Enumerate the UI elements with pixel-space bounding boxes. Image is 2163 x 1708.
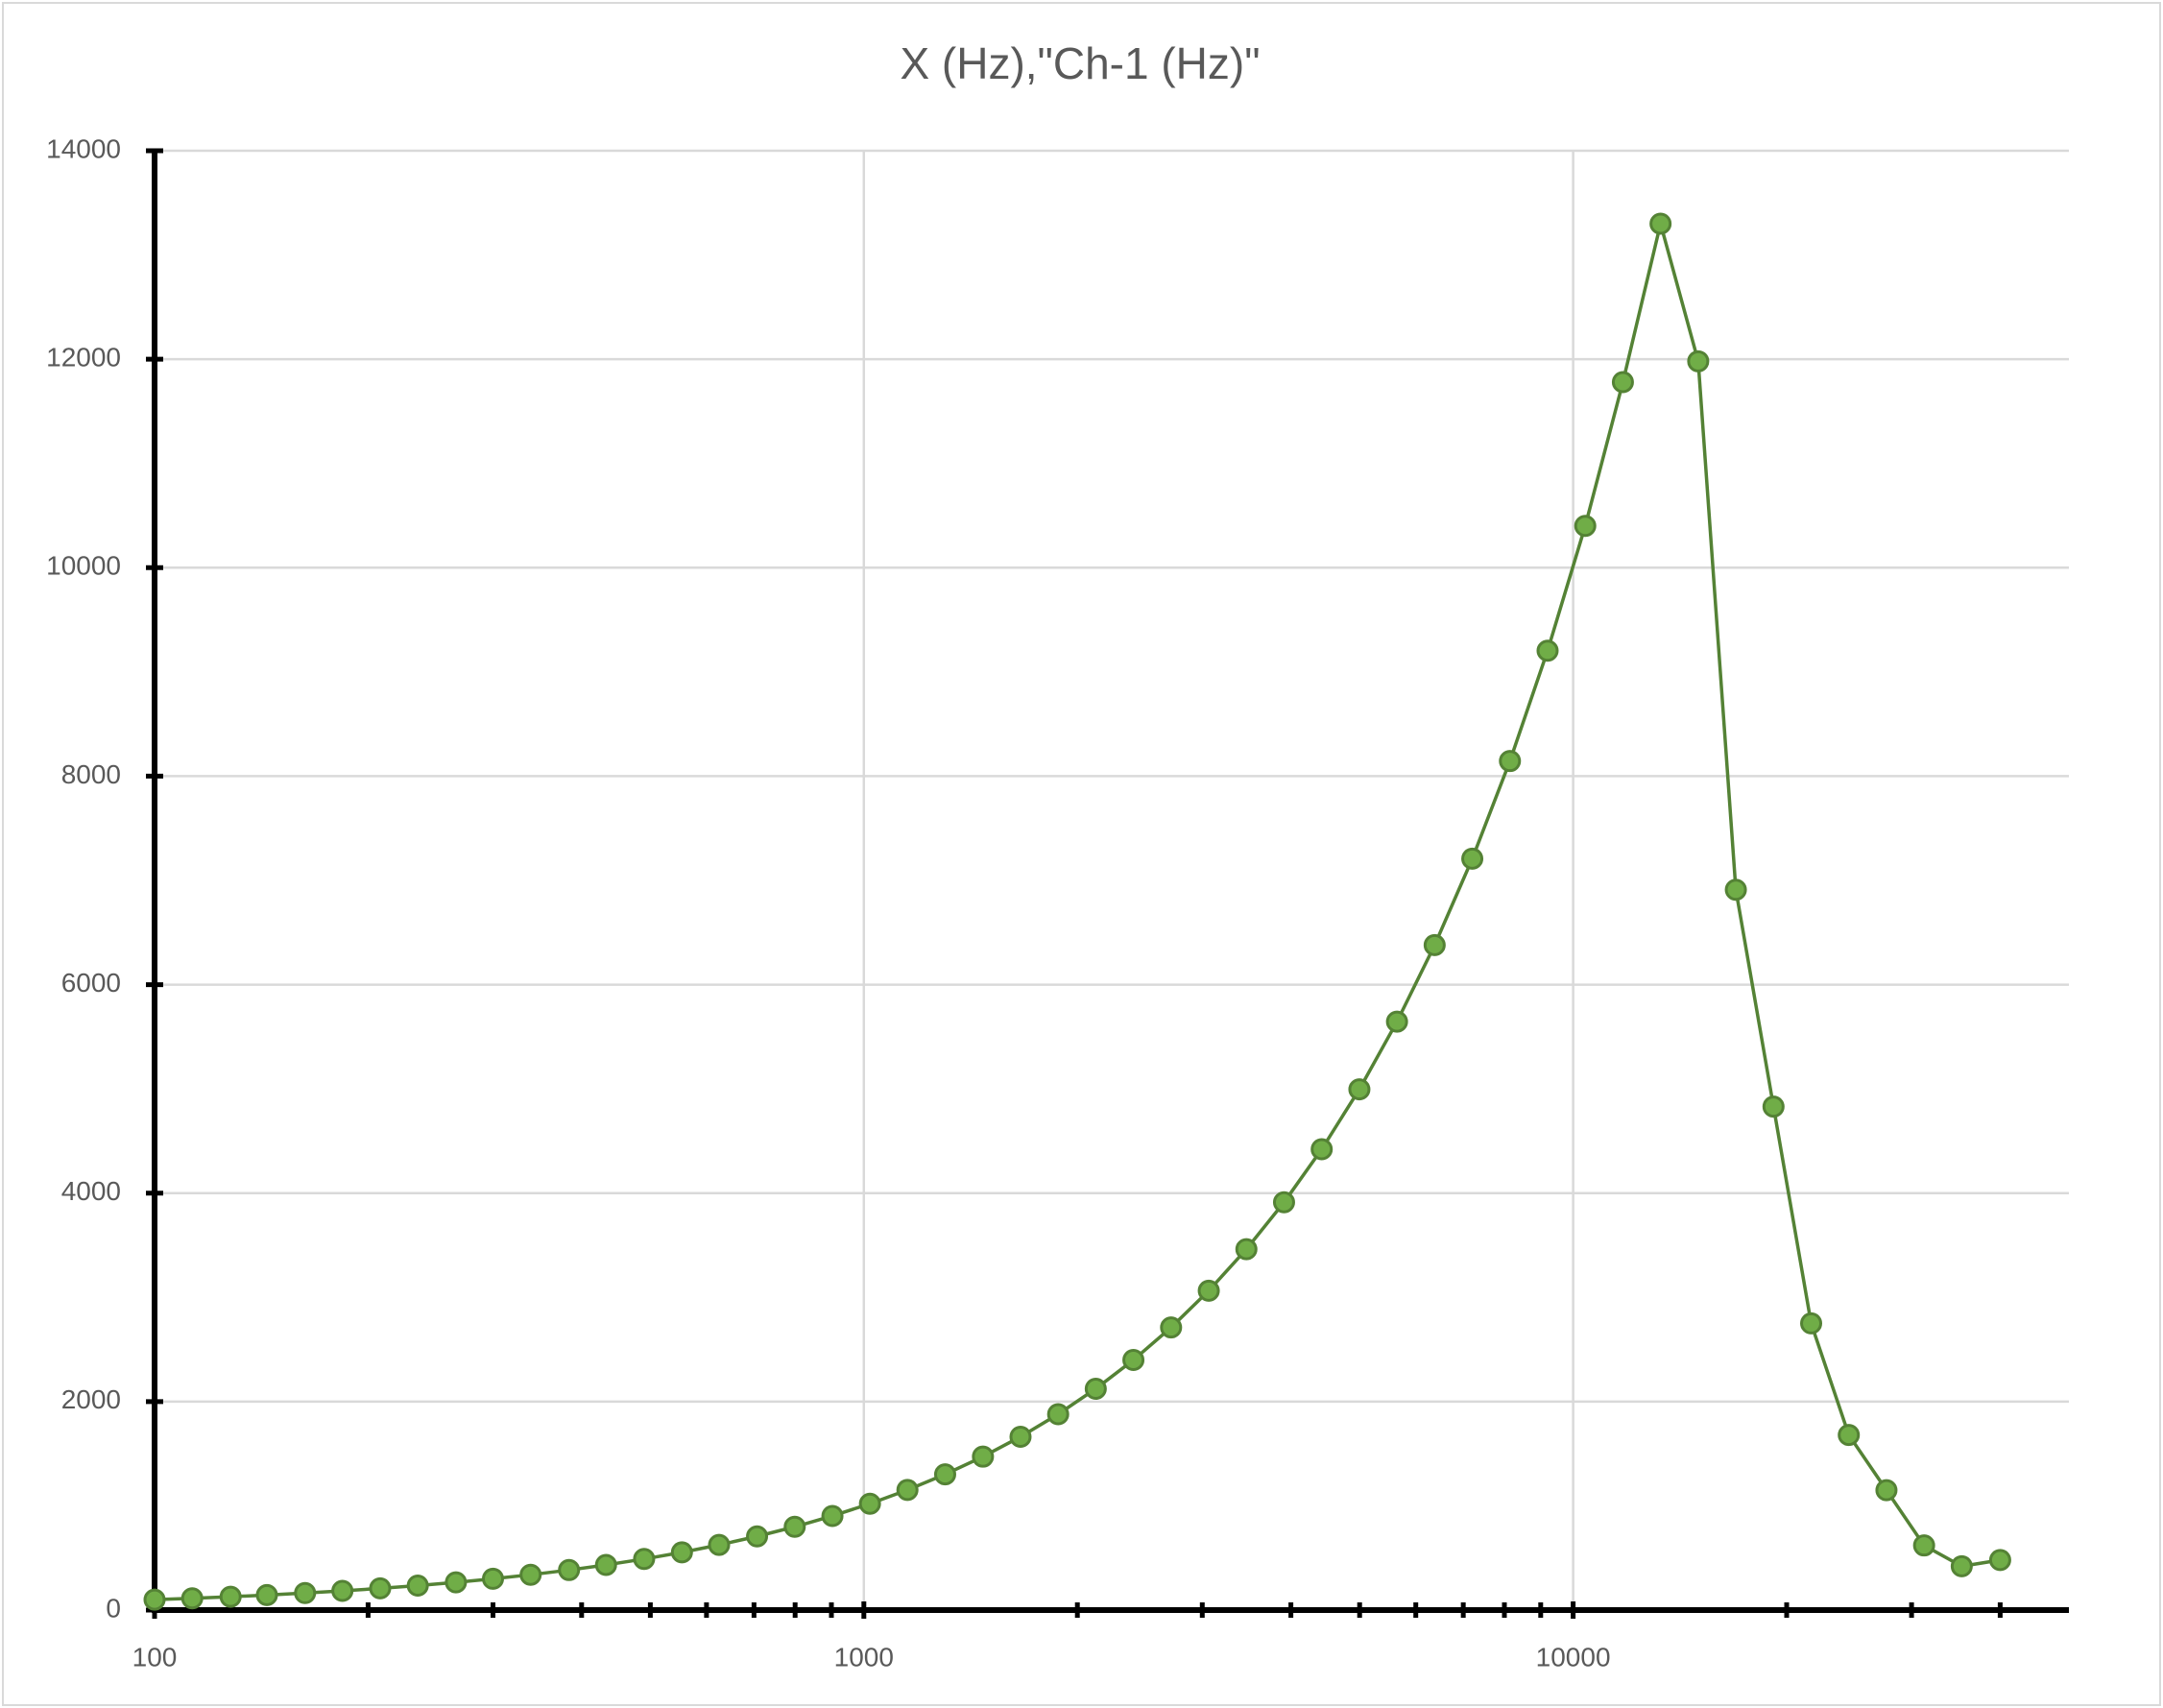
y-tick-label: 6000 (61, 968, 121, 998)
data-point (1235, 1238, 1258, 1261)
data-point (1988, 1549, 2011, 1572)
data-point (445, 1571, 468, 1594)
x-tick-label: 10000 (1536, 1642, 1611, 1672)
data-point (1461, 847, 1484, 870)
data-point (294, 1581, 317, 1604)
data-point (558, 1558, 581, 1581)
data-point (1499, 750, 1522, 773)
data-point (708, 1533, 731, 1556)
data-point (1574, 515, 1597, 538)
data-point (481, 1567, 504, 1590)
data-point (896, 1479, 919, 1502)
data-point (143, 1588, 166, 1611)
data-point (1800, 1311, 1823, 1335)
data-point (1950, 1554, 1973, 1577)
data-point (746, 1525, 769, 1548)
data-point (219, 1585, 242, 1608)
data-point (783, 1515, 806, 1538)
data-point (1197, 1279, 1220, 1302)
data-point (594, 1553, 617, 1576)
x-tick-label: 100 (132, 1642, 178, 1672)
data-point (406, 1574, 429, 1597)
data-point (670, 1541, 693, 1564)
data-point (633, 1548, 656, 1571)
data-point (1122, 1349, 1145, 1372)
data-point (255, 1583, 278, 1606)
data-point (1009, 1425, 1032, 1448)
data-point (180, 1587, 204, 1610)
data-point (1160, 1316, 1183, 1339)
chart-title: X (Hz),"Ch-1 (Hz)" (900, 38, 1260, 88)
y-tick-label: 8000 (61, 759, 121, 789)
data-point (972, 1445, 995, 1468)
data-point (1912, 1534, 1935, 1557)
data-point (1423, 933, 1446, 956)
data-point (1687, 349, 1710, 373)
x-tick-label: 1000 (834, 1642, 894, 1672)
data-point (1649, 212, 1672, 235)
data-point (1348, 1078, 1371, 1101)
y-tick-label: 12000 (46, 343, 121, 373)
y-tick-label: 4000 (61, 1176, 121, 1206)
y-tick-label: 0 (106, 1593, 121, 1623)
data-point (331, 1579, 354, 1602)
data-point (933, 1463, 956, 1486)
data-point (1272, 1191, 1295, 1214)
data-point (1724, 878, 1747, 902)
y-tick-label: 10000 (46, 551, 121, 581)
data-point (1875, 1479, 1898, 1502)
data-point (821, 1504, 844, 1528)
data-point (1385, 1010, 1408, 1033)
data-point (858, 1492, 881, 1515)
data-point (1838, 1424, 1861, 1447)
data-point (519, 1563, 542, 1586)
data-point (1536, 639, 1559, 662)
data-point (1084, 1378, 1107, 1401)
data-point (369, 1576, 392, 1600)
data-point (1310, 1138, 1334, 1161)
data-point (1046, 1403, 1069, 1426)
y-tick-label: 14000 (46, 133, 121, 163)
data-point (1611, 371, 1634, 394)
y-tick-label: 2000 (61, 1384, 121, 1414)
data-point (1762, 1095, 1785, 1119)
